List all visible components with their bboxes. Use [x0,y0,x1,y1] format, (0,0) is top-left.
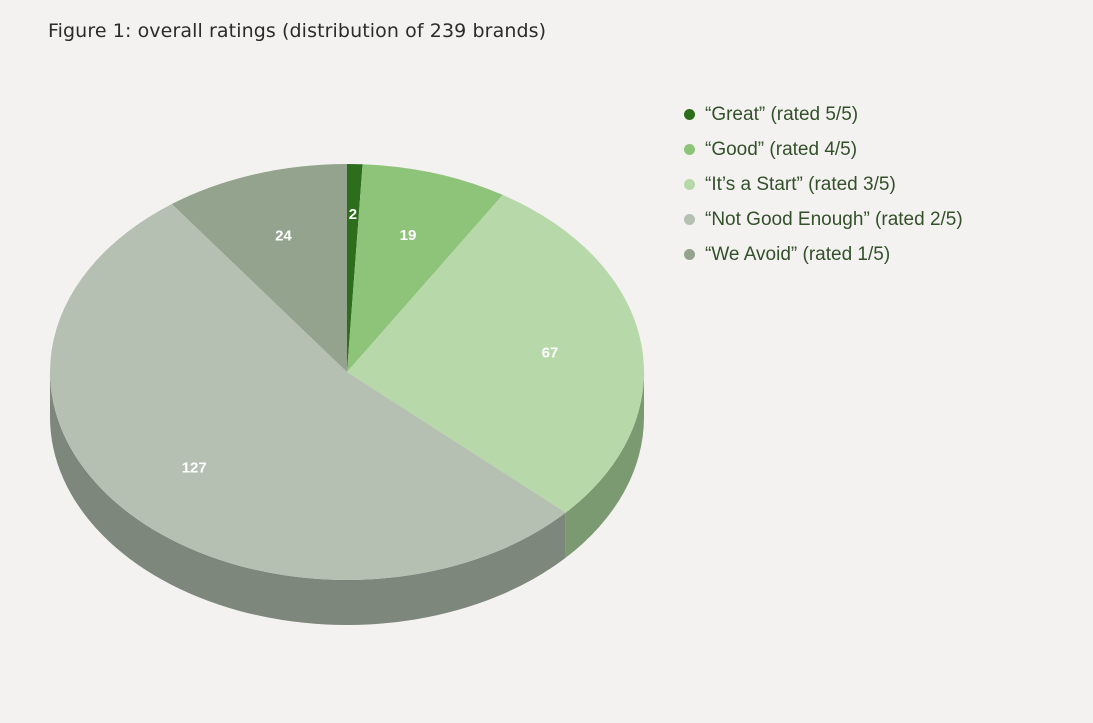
legend-swatch-icon [684,214,695,225]
slice-4 [50,204,566,580]
slice-1-value-label: 2 [349,206,357,223]
legend-item: “Not Good Enough” (rated 2/5) [684,202,963,237]
slice-2 [347,164,503,372]
legend-item: “It’s a Start” (rated 3/5) [684,167,963,202]
slice-3 [347,194,645,513]
legend-item: “Great” (rated 5/5) [684,97,963,132]
figure-title: Figure 1: overall ratings (distribution … [48,20,547,42]
slice-3-side [565,372,644,558]
slice-5-value-label: 24 [275,228,292,245]
pie-top [50,164,645,580]
legend-item: “Good” (rated 4/5) [684,132,963,167]
legend-swatch-icon [684,144,695,155]
legend-label: “We Avoid” (rated 1/5) [705,243,891,265]
pie-labels: 2 19 67 127 24 [182,206,559,477]
chart-legend: “Great” (rated 5/5) “Good” (rated 4/5) “It… [684,97,963,272]
legend-label: “Good” (rated 4/5) [705,138,858,160]
slice-4-side [49,372,566,626]
slice-4-value-label: 127 [182,460,207,477]
legend-swatch-icon [684,249,695,260]
slice-3-value-label: 67 [542,344,559,361]
legend-label: “It’s a Start” (rated 3/5) [705,173,896,195]
legend-label: “Not Good Enough” (rated 2/5) [705,208,963,230]
legend-item: “We Avoid” (rated 1/5) [684,237,963,272]
legend-label: “Great” (rated 5/5) [705,103,859,125]
slice-2-value-label: 19 [400,227,417,244]
slice-1 [347,164,363,372]
legend-swatch-icon [684,179,695,190]
slice-5 [171,164,347,372]
legend-swatch-icon [684,109,695,120]
